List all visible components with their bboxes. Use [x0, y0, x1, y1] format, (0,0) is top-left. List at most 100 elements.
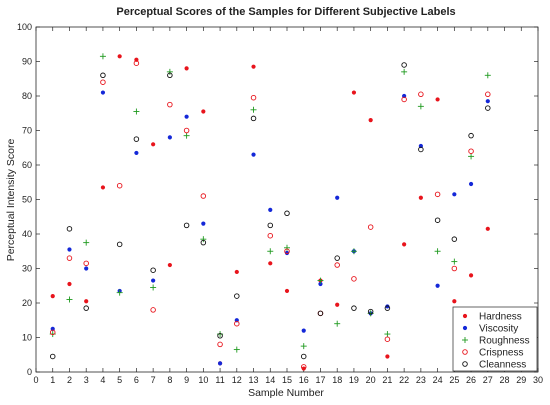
- point-viscosity: [301, 328, 306, 333]
- point-hardness: [335, 302, 340, 307]
- point-cleanness: [418, 146, 424, 153]
- legend-label: Cleanness: [479, 360, 526, 371]
- point-crispness: [334, 262, 340, 268]
- point-hardness: [201, 109, 206, 114]
- point-crispness: [100, 79, 106, 85]
- series-roughness: [49, 53, 491, 353]
- point-crispness: [116, 182, 123, 189]
- point-viscosity: [100, 90, 106, 95]
- point-crispness: [451, 265, 458, 272]
- point-cleanness: [334, 255, 340, 261]
- point-crispness: [133, 60, 140, 66]
- x-tick-label: 4: [100, 375, 105, 385]
- point-cleanness: [468, 132, 474, 139]
- point-crispness: [49, 329, 56, 336]
- y-axis-label: Perceptual Intensity Score: [5, 139, 17, 262]
- point-roughness: [66, 296, 73, 303]
- point-roughness: [451, 258, 458, 265]
- point-cleanness: [49, 353, 56, 360]
- legend-item-cleanness: Cleanness: [462, 360, 526, 371]
- point-roughness: [434, 248, 441, 255]
- point-cleanness: [250, 115, 257, 122]
- point-hardness: [184, 66, 189, 71]
- point-crispness: [150, 307, 156, 313]
- y-tick-label: 40: [22, 229, 32, 239]
- y-tick-label: 70: [22, 126, 32, 136]
- point-cleanness: [401, 62, 407, 68]
- x-tick-label: 6: [134, 375, 139, 385]
- point-crispness: [300, 364, 307, 370]
- point-hardness: [117, 54, 122, 59]
- series-crispness: [49, 60, 491, 370]
- point-roughness: [300, 343, 307, 350]
- point-hardness: [402, 242, 407, 247]
- legend-item-hardness: Hardness: [462, 312, 522, 323]
- point-crispness: [183, 127, 190, 134]
- point-roughness: [334, 320, 341, 327]
- point-roughness: [183, 132, 190, 139]
- x-tick-label: 24: [433, 375, 443, 385]
- point-viscosity: [452, 192, 457, 197]
- series-cleanness: [49, 62, 491, 360]
- point-crispness: [234, 320, 240, 327]
- x-tick-label: 8: [167, 375, 172, 385]
- point-cleanness: [100, 72, 106, 79]
- point-cleanness: [384, 305, 391, 311]
- point-roughness: [417, 103, 424, 110]
- point-crispness: [367, 224, 374, 230]
- point-viscosity: [335, 195, 340, 200]
- x-tick-label: 3: [84, 375, 89, 385]
- point-viscosity: [468, 181, 474, 187]
- point-crispness: [217, 341, 223, 348]
- x-tick-label: 5: [117, 375, 122, 385]
- point-roughness: [150, 284, 157, 291]
- point-crispness: [485, 91, 491, 98]
- y-tick-label: 20: [22, 298, 32, 308]
- point-viscosity: [134, 150, 139, 156]
- point-crispness: [384, 336, 391, 342]
- point-hardness: [351, 90, 357, 95]
- point-hardness: [84, 299, 89, 304]
- point-hardness: [418, 195, 423, 200]
- point-roughness: [484, 72, 491, 79]
- x-tick-label: 17: [315, 375, 325, 385]
- point-viscosity: [251, 152, 256, 157]
- chart-title: Perceptual Scores of the Samples for Dif…: [116, 6, 455, 18]
- legend-item-viscosity: Viscosity: [462, 324, 518, 335]
- point-hardness: [234, 269, 239, 275]
- legend-label: Crispness: [479, 348, 523, 359]
- x-tick-label: 9: [184, 375, 189, 385]
- x-tick-label: 20: [366, 375, 376, 385]
- x-tick-label: 25: [449, 375, 459, 385]
- point-roughness: [200, 236, 207, 243]
- point-crispness: [250, 94, 257, 101]
- x-tick-label: 28: [500, 375, 510, 385]
- point-viscosity: [167, 135, 172, 140]
- point-cleanness: [367, 308, 374, 315]
- point-cleanness: [167, 72, 173, 79]
- x-tick-label: 7: [151, 375, 156, 385]
- legend-box: [452, 306, 538, 372]
- point-cleanness: [200, 239, 207, 246]
- x-tick-label: 30: [533, 375, 543, 385]
- point-crispness: [83, 260, 89, 267]
- point-roughness: [83, 239, 90, 246]
- point-viscosity: [485, 99, 490, 104]
- point-cleanness: [317, 310, 324, 317]
- point-cleanness: [485, 105, 491, 111]
- y-tick-label: 50: [22, 195, 32, 205]
- point-hardness: [67, 281, 72, 287]
- point-cleanness: [116, 241, 123, 248]
- point-hardness: [167, 262, 172, 268]
- x-tick-label: 23: [416, 375, 426, 385]
- point-cleanness: [133, 136, 140, 142]
- point-crispness: [267, 232, 274, 239]
- point-roughness: [350, 248, 357, 255]
- point-legend-crispness: [462, 349, 468, 355]
- x-tick-label: 0: [33, 375, 38, 385]
- point-roughness: [317, 277, 324, 284]
- point-crispness: [401, 96, 407, 103]
- point-hardness: [151, 142, 156, 147]
